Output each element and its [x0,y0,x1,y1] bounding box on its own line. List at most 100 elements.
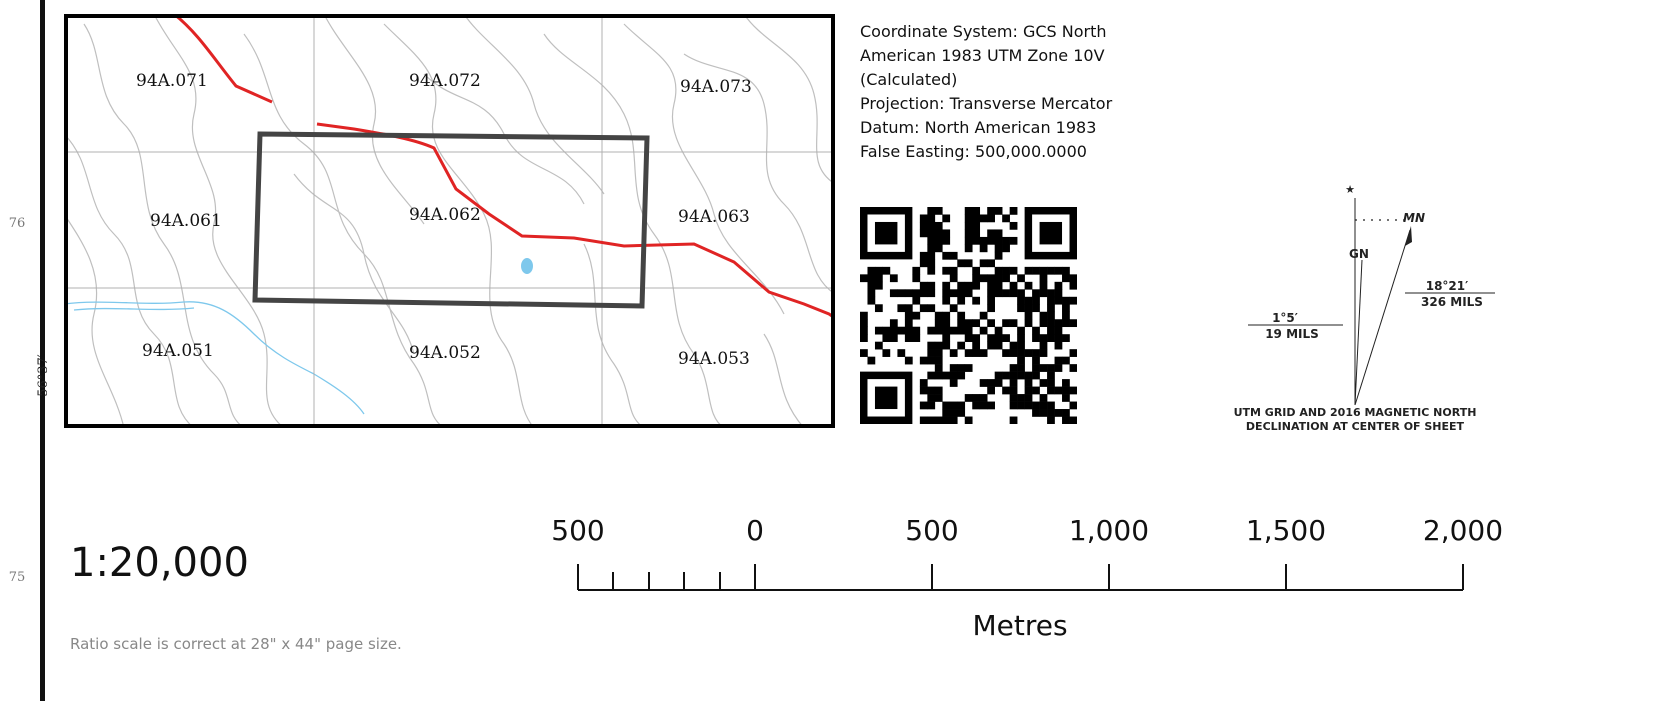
qr-module [1039,341,1048,350]
qr-module [1009,289,1018,298]
coord-line-6: False Easting: 500,000.0000 [860,142,1087,161]
qr-module [987,289,995,298]
qr-module [860,334,868,342]
qr-module [1024,386,1033,395]
scale-label-1000: 1,000 [1069,514,1149,547]
qr-module [972,274,981,283]
qr-module [1009,236,1018,245]
qr-module [1032,266,1040,275]
qr-module [912,266,921,275]
qr-module [889,326,898,335]
qr-module [1032,371,1040,380]
coord-line-4: Projection: Transverse Mercator [860,94,1113,113]
qr-module [1024,311,1033,320]
magnetic-north-arrow-icon [1405,226,1412,246]
qr-module [1039,364,1048,372]
qr-module [942,296,951,305]
contour-lines [64,14,835,428]
qr-module [972,266,981,275]
sheet-label-053: 94A.053 [678,349,750,369]
qr-module [860,326,868,335]
qr-module [1002,349,1010,357]
qr-module [867,356,876,365]
qr-module [979,244,988,253]
qr-module [889,334,898,342]
qr-module [1054,409,1063,417]
qr-module [934,386,943,395]
qr-module [949,289,958,298]
qr-module [919,386,928,395]
qr-module [934,236,943,245]
qr-module [979,401,988,410]
qr-module [1039,334,1048,342]
coord-line-1: Coordinate System: GCS North [860,22,1107,41]
qr-module [1047,409,1055,417]
qr-module [927,326,936,335]
qr-module [1054,281,1063,290]
qr-module [942,311,951,320]
qr-module [1009,349,1018,357]
qr-module [979,214,988,223]
qr-module [1054,386,1063,395]
qr-module [934,207,943,215]
qr-module [1039,266,1048,275]
qr-module [994,379,1003,387]
qr-module [1039,401,1048,410]
qr-module [957,401,966,410]
qr-module [964,244,973,253]
qr-module [1002,289,1010,298]
qr-code[interactable] [860,207,1077,424]
qr-module [889,289,898,298]
qr-module [1024,349,1033,357]
scale-bar: 500 0 500 1,000 1,500 2,000 Metres [551,514,1503,642]
qr-module [957,311,966,320]
qr-module [987,236,995,245]
qr-module [889,274,898,283]
qr-module [1032,386,1040,395]
qr-module [874,274,883,283]
qr-module [1047,311,1055,320]
margin-tick-label-75: 75 [8,570,26,585]
qr-module [874,326,883,335]
qr-module [1017,326,1025,335]
qr-module [994,371,1003,380]
qr-module [927,304,936,313]
scale-unit-label: Metres [972,609,1067,642]
qr-module [994,281,1003,290]
qr-module [1017,371,1025,380]
scale-ratio: 1:20,000 [70,540,249,586]
qr-module [897,326,906,335]
qr-module [867,266,876,275]
qr-module [919,229,928,238]
qr-module [964,214,973,223]
qr-module [927,416,936,424]
qr-module [927,229,936,238]
qr-module [874,304,883,313]
qr-module [972,207,981,215]
qr-module [1032,409,1040,417]
qr-module [972,334,981,342]
scale-label-500-left: 500 [551,514,604,547]
qr-module [1047,266,1055,275]
qr-module [957,259,966,268]
qr-finder-pattern [874,221,898,245]
qr-module [1054,334,1063,342]
qr-module [912,326,921,335]
qr-module [1069,281,1077,290]
qr-module [979,349,988,357]
qr-module [1009,371,1018,380]
qr-module [942,334,951,342]
qr-module [949,274,958,283]
sheet-label-063: 94A.063 [678,207,750,227]
qr-module [987,296,995,305]
qr-module [934,326,943,335]
qr-module [1069,401,1077,410]
qr-module [949,326,958,335]
qr-module [927,394,936,402]
qr-module [874,281,883,290]
qr-module [994,341,1003,350]
qr-module [942,266,951,275]
coord-line-3: (Calculated) [860,70,958,89]
qr-module [1017,394,1025,402]
qr-module [972,296,981,305]
